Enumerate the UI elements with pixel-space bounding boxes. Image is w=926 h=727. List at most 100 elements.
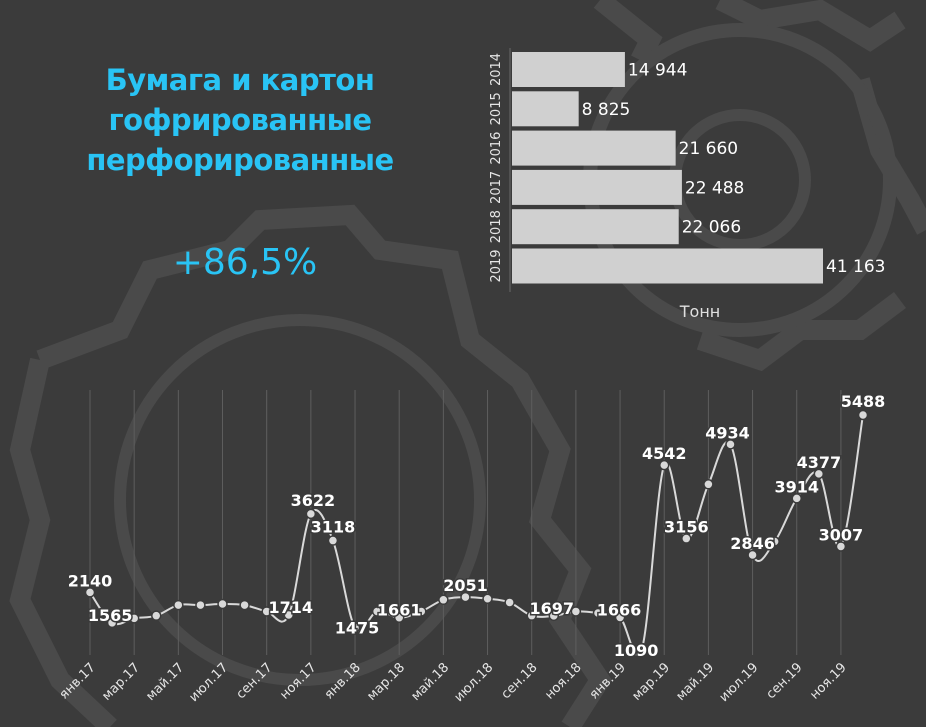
point-label: 4542 xyxy=(642,444,687,463)
x-tick-label: май.18 xyxy=(408,660,452,704)
data-point xyxy=(570,606,582,617)
year-label: 2018 xyxy=(489,210,504,243)
year-label: 2017 xyxy=(489,171,504,204)
bar-2017 xyxy=(512,169,682,205)
bar-value-label: 22 488 xyxy=(685,178,744,198)
data-point xyxy=(438,594,449,606)
data-point xyxy=(614,612,626,623)
point-label: 3156 xyxy=(664,518,709,537)
data-point xyxy=(835,541,847,552)
x-tick-label: сен.17 xyxy=(234,660,276,702)
data-point xyxy=(305,508,317,520)
data-point xyxy=(769,536,780,547)
bar-value-label: 41 163 xyxy=(826,257,885,277)
x-tick-label: июл.18 xyxy=(452,660,497,705)
gear-icon xyxy=(9,204,612,727)
data-point xyxy=(173,599,184,611)
data-point xyxy=(283,609,295,621)
point-label: 1090 xyxy=(614,641,659,660)
point-label: 1661 xyxy=(377,601,422,620)
bar-value-label: 14 944 xyxy=(628,61,687,81)
x-tick-label: янв.19 xyxy=(587,660,629,702)
x-tick-label: сен.19 xyxy=(764,660,806,702)
data-point xyxy=(371,606,383,617)
point-label: 3914 xyxy=(774,477,819,496)
x-tick-label: май.19 xyxy=(673,660,717,704)
x-tick-label: мар.17 xyxy=(99,660,143,704)
data-point xyxy=(548,610,560,622)
year-label: 2016 xyxy=(489,132,504,165)
data-point xyxy=(261,606,272,617)
point-label: 1565 xyxy=(88,606,133,625)
gear-icon xyxy=(593,0,926,372)
point-label: 4377 xyxy=(797,453,842,472)
data-point xyxy=(239,599,250,611)
point-label: 2051 xyxy=(443,576,488,595)
x-tick-label: июл.17 xyxy=(187,660,232,705)
data-point xyxy=(327,535,339,546)
bar-value-label: 8 825 xyxy=(582,100,631,120)
point-label: 2140 xyxy=(68,571,113,590)
data-point xyxy=(813,468,825,480)
chart-title: Бумага и картон гофрированные перфориров… xyxy=(60,60,420,180)
data-point xyxy=(349,622,361,633)
x-tick-label: июл.19 xyxy=(717,660,762,705)
x-tick-label: мар.18 xyxy=(364,660,408,704)
title-line: гофрированные xyxy=(108,103,373,137)
data-point xyxy=(725,439,736,450)
data-point xyxy=(857,409,869,421)
data-point xyxy=(151,610,162,621)
point-label: 3118 xyxy=(311,518,356,537)
point-label: 1666 xyxy=(597,600,642,619)
point-label: 3007 xyxy=(819,525,864,544)
point-label: 2846 xyxy=(730,534,775,553)
point-label: 1475 xyxy=(335,619,380,638)
point-label: 3622 xyxy=(291,491,336,510)
data-point xyxy=(393,612,405,623)
point-label: 5488 xyxy=(841,392,886,411)
data-point xyxy=(747,549,758,561)
data-point xyxy=(658,459,670,471)
x-tick-label: ноя.18 xyxy=(542,660,584,702)
point-label: 1697 xyxy=(530,599,575,618)
growth-percent: +86,5% xyxy=(172,242,318,283)
data-point xyxy=(128,613,140,624)
data-point xyxy=(195,599,206,611)
data-point xyxy=(526,610,537,621)
x-tick-label: сен.18 xyxy=(499,660,541,702)
data-point xyxy=(791,493,802,504)
x-tick-label: ноя.17 xyxy=(277,660,319,702)
x-tick-label: ноя.19 xyxy=(807,660,849,702)
data-point xyxy=(460,591,471,603)
point-label: 4934 xyxy=(705,423,750,442)
data-point xyxy=(681,533,692,544)
year-label: 2019 xyxy=(489,249,504,282)
bar-2018 xyxy=(512,209,679,245)
data-point xyxy=(703,479,714,490)
data-point xyxy=(217,598,228,610)
data-point xyxy=(416,606,427,617)
data-point xyxy=(504,597,515,608)
title-line: Бумага и картон xyxy=(105,63,375,97)
year-label: 2014 xyxy=(489,53,504,86)
data-point xyxy=(636,642,648,654)
bar-axis-title: Тонн xyxy=(679,302,720,321)
title-line: перфорированные xyxy=(86,143,394,177)
x-tick-label: янв.18 xyxy=(322,660,364,702)
x-tick-label: мар.19 xyxy=(629,660,673,704)
x-tick-label: янв.17 xyxy=(57,660,99,702)
bar-2014 xyxy=(512,52,625,87)
x-tick-label: май.17 xyxy=(143,660,187,704)
data-point xyxy=(84,587,96,598)
bar-2016 xyxy=(512,130,676,166)
bar-2019 xyxy=(512,248,823,284)
data-point xyxy=(106,617,118,629)
data-point xyxy=(482,593,493,604)
data-point xyxy=(592,607,604,619)
bar-2015 xyxy=(512,91,579,127)
bar-value-label: 21 660 xyxy=(679,139,738,159)
gear-ring-icon xyxy=(114,314,486,686)
bar-value-label: 22 066 xyxy=(682,218,741,238)
